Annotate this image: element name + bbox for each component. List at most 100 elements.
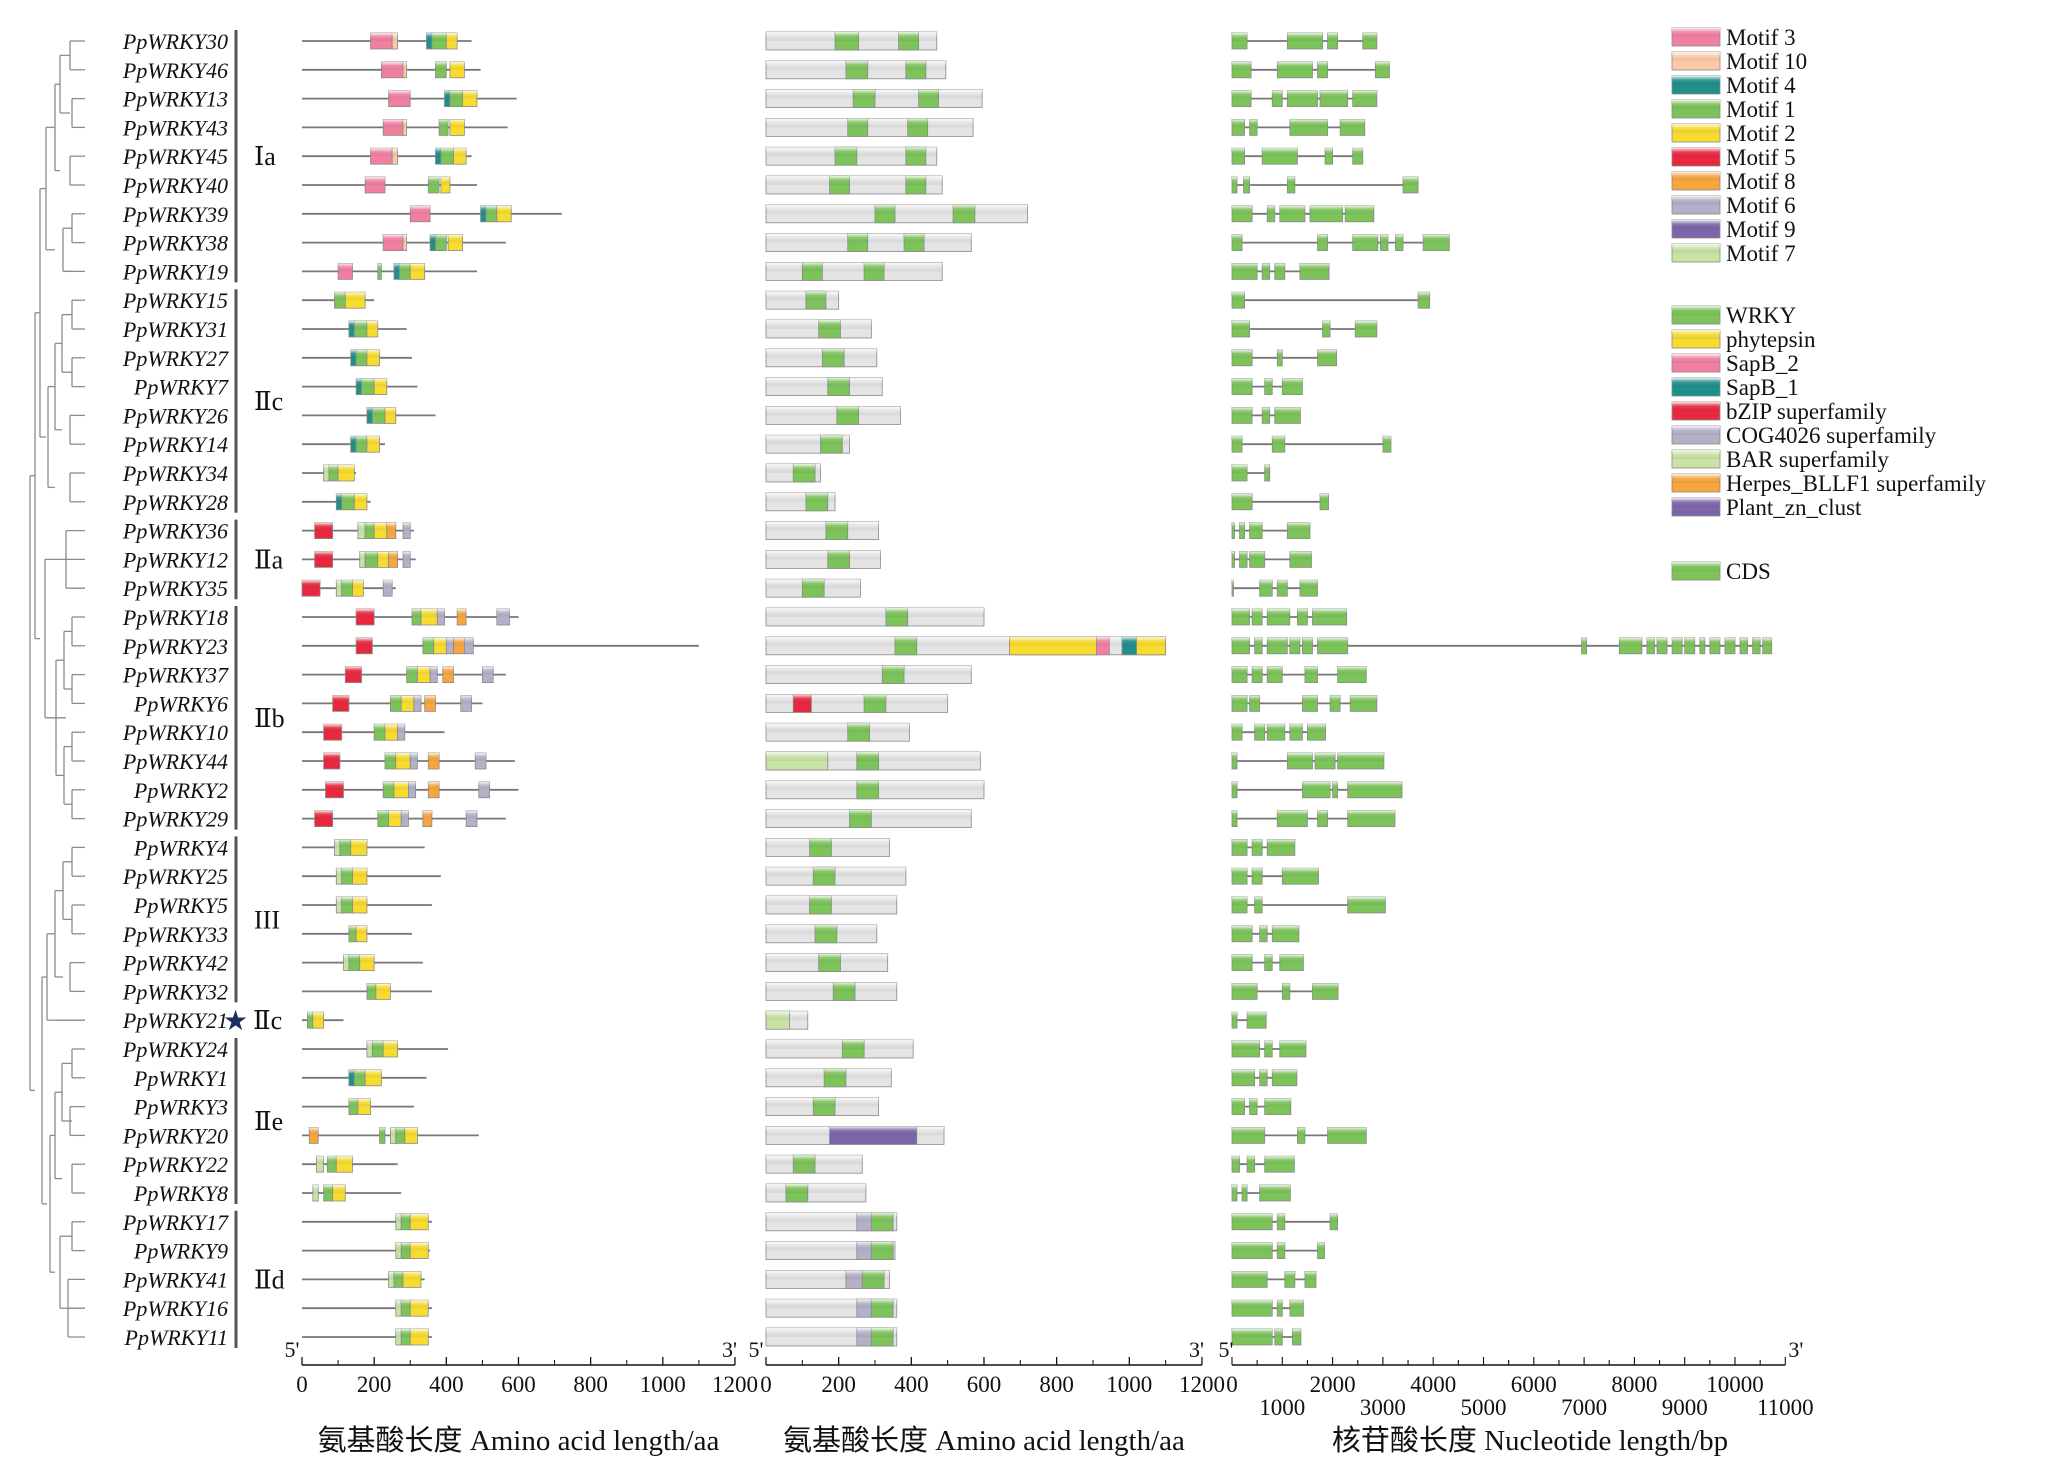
legend-label: Herpes_BLLF1 superfamily [1726,471,1986,496]
gene-label: PpWRKY40 [122,173,228,198]
cds-box-gloss [1232,897,1248,905]
motif-box-gloss [403,234,407,243]
protein-bar-gloss [766,867,906,877]
motif-box-gloss [388,90,411,99]
motif-box-gloss [356,925,367,934]
protein-bar-gloss [766,521,879,531]
gene-label: PpWRKY46 [122,58,228,83]
motif-box-gloss [392,148,398,157]
legend-swatch-gloss [1672,52,1720,61]
motif-box-gloss [430,666,438,675]
gene-label: PpWRKY16 [122,1296,228,1321]
gene-label: PpWRKY17 [122,1210,229,1235]
cds-box-gloss [1239,522,1245,531]
tick-label: 6000 [1511,1372,1557,1397]
motif-box-gloss [312,1185,319,1193]
cds-box-gloss [1752,637,1761,646]
cds-box-gloss [1267,839,1295,848]
subgroup-label: Ⅱc [254,387,283,416]
domain-box-gloss [847,118,868,128]
motif-box-gloss [370,148,393,157]
motif-box-gloss [383,781,395,790]
motif-box-gloss [372,407,385,416]
cds-box-gloss [1232,1041,1260,1049]
motif-box-gloss [365,1069,382,1078]
three-prime-label: 3' [1189,1337,1204,1362]
domain-box-gloss [802,579,825,589]
motif-box-gloss [381,61,404,70]
protein-bar-gloss [766,377,883,387]
cds-box-gloss [1299,580,1318,589]
cds-box-gloss [1330,695,1341,704]
motif-box-gloss [408,781,416,790]
cds-box-gloss [1299,263,1330,272]
motif-box-gloss [314,551,333,560]
motif-box-gloss [466,810,477,819]
tick-label: 4000 [1410,1372,1456,1397]
cds-box-gloss [1352,90,1377,99]
motif-box-gloss [453,148,467,157]
cds-box-gloss [1243,177,1250,185]
gene-label: PpWRKY30 [122,29,228,54]
motif-box-gloss [379,1127,385,1136]
cds-box-gloss [1289,724,1303,733]
domain-box-gloss [822,348,845,358]
motif-box-gloss [388,1271,395,1280]
legend-swatch-gloss [1672,100,1720,109]
motif-box-gloss [422,637,434,646]
legend-label: Plant_zn_clust [1726,495,1862,520]
motif-box-gloss [482,666,494,675]
gene-label: PpWRKY18 [122,605,228,630]
cds-box-gloss [1352,234,1378,243]
motif-box-gloss [352,580,364,589]
legend-swatch-gloss [1672,450,1720,459]
domain-box-gloss [874,204,895,214]
tick-label: 9000 [1662,1395,1708,1420]
cds-box-gloss [1254,637,1263,646]
subgroup-label: Ⅱa [254,545,284,574]
motif-box-gloss [348,1069,355,1078]
cds-box-gloss [1314,753,1336,761]
cds-box-gloss [1232,925,1253,934]
cds-box-gloss [1657,637,1668,646]
cds-box-gloss [1232,1127,1265,1136]
cds-box-gloss [1277,349,1283,358]
protein-bar-gloss [766,262,943,272]
motif-box-gloss [428,781,440,790]
tick-label: 0 [760,1372,772,1397]
motif-box-gloss [397,724,405,733]
domain-box-gloss [904,233,925,243]
motif-box-gloss [403,1271,422,1280]
cds-box-gloss [1232,724,1243,733]
cds-box-gloss [1307,724,1326,733]
domain-box-gloss [871,1328,894,1337]
cds-box-gloss [1279,205,1305,214]
legend-swatch-gloss [1672,28,1720,37]
tick-label: 1200 [712,1372,758,1397]
axis-title: 氨基酸长度 Amino acid length/aa [318,1424,720,1457]
legend-swatch-gloss [1672,498,1720,507]
cds-box-gloss [1581,637,1587,646]
cds-box-gloss [1232,868,1248,877]
gene-label: PpWRKY33 [122,922,228,947]
legend-label: COG4026 superfamily [1726,423,1937,448]
motif-box-gloss [345,292,366,301]
motif-box-gloss [430,234,436,243]
protein-bar-gloss [766,348,877,358]
cds-box-gloss [1347,897,1386,905]
cds-box-gloss [1262,407,1270,416]
legend-label: Motif 9 [1726,217,1796,242]
domain-box-gloss [856,1299,872,1309]
protein-bar-gloss [766,233,972,243]
motif-box-gloss [388,551,398,560]
cds-box-gloss [1232,465,1248,473]
tick-label: 800 [573,1372,608,1397]
gene-label: PpWRKY37 [122,663,229,688]
cds-box-gloss [1232,234,1243,243]
cds-box-gloss [1254,897,1263,905]
legend-label: Motif 8 [1726,169,1796,194]
gene-label: PpWRKY44 [122,749,228,774]
cds-box-gloss [1287,177,1295,185]
cds-box-gloss [1232,1156,1240,1165]
motif-box-gloss [370,33,393,41]
